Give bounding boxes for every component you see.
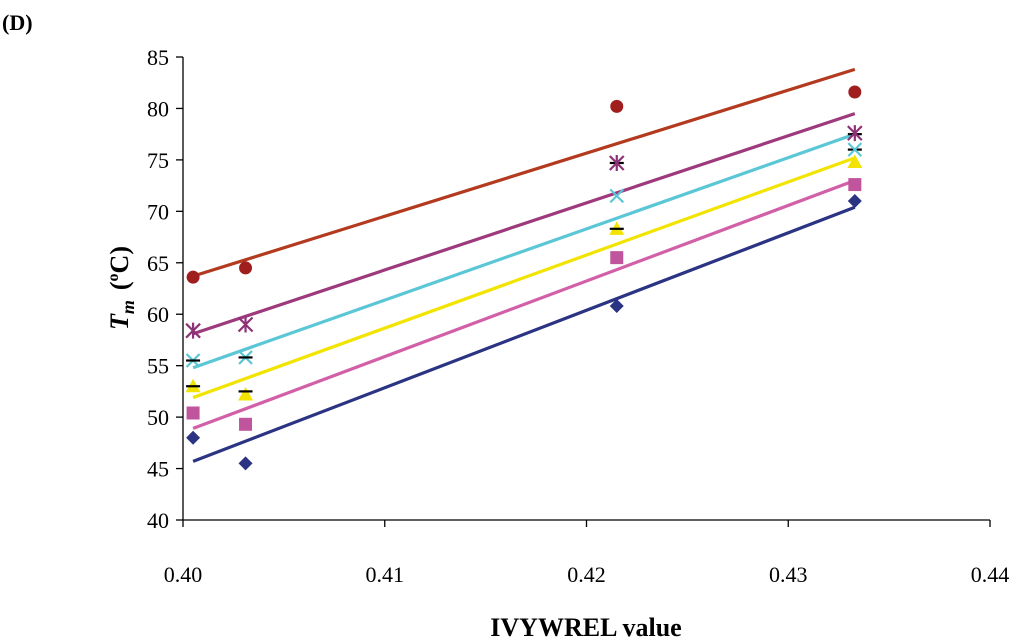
data-point-circle (239, 261, 253, 275)
data-point-diamond (847, 194, 862, 209)
data-point-square (186, 406, 200, 420)
y-tick-label: 60 (147, 302, 169, 327)
trendlines (192, 67, 856, 463)
data-point-diamond (186, 430, 201, 445)
data-point-triangle (847, 154, 863, 168)
y-axis-superscript: o (105, 273, 122, 281)
data-point-circle (186, 270, 200, 284)
x-tick-label: 0.43 (769, 562, 808, 587)
data-point-star (237, 316, 254, 333)
data-point-square (848, 178, 862, 192)
data-point-diamond (609, 298, 624, 313)
y-tick-label: 40 (147, 508, 169, 533)
y-tick-label: 45 (147, 457, 169, 482)
x-tick-label: 0.41 (366, 562, 405, 587)
y-tick-label: 80 (147, 96, 169, 121)
y-axis-open-paren: ( (105, 281, 134, 290)
trendline-circle (192, 67, 856, 278)
data-point-triangle (238, 386, 254, 401)
data-point-x (847, 142, 863, 157)
data-point-x (609, 188, 625, 204)
y-tick-label: 50 (147, 405, 169, 430)
y-axis-unit: C) (105, 246, 134, 273)
x-tick-label: 0.44 (971, 562, 1010, 587)
y-axis-subscript: m (118, 300, 138, 314)
data-point-square (610, 251, 624, 265)
trendline-triangle (192, 156, 856, 400)
y-axis-title: Tm (oC) (105, 246, 138, 330)
data-point-star (608, 154, 625, 171)
y-tick-label: 70 (147, 199, 169, 224)
trendline-x (192, 132, 856, 370)
trendline-star (192, 112, 856, 336)
data-point-star (847, 125, 863, 142)
y-tick-label: 85 (147, 45, 169, 70)
data-point-star (185, 322, 201, 339)
x-ticks: 0.40 0.41 0.42 0.43 0.44 (164, 520, 1010, 587)
y-axis-symbol: T (105, 313, 134, 330)
data-point-circle (610, 99, 624, 113)
y-tick-label: 55 (147, 354, 169, 379)
trendline-diamond (192, 205, 856, 463)
data-point-circle (848, 85, 862, 99)
data-point-square (239, 417, 253, 431)
x-tick-label: 0.42 (567, 562, 606, 587)
x-axis-title: IVYWREL value (490, 613, 681, 642)
y-ticks: 40 45 50 55 60 65 70 75 80 85 (147, 45, 183, 533)
data-point-diamond (238, 456, 253, 471)
panel-label: (D) (2, 10, 33, 35)
y-tick-label: 75 (147, 148, 169, 173)
y-tick-label: 65 (147, 251, 169, 276)
markers (185, 85, 863, 471)
trendline-square (192, 178, 856, 430)
x-tick-label: 0.40 (164, 562, 203, 587)
